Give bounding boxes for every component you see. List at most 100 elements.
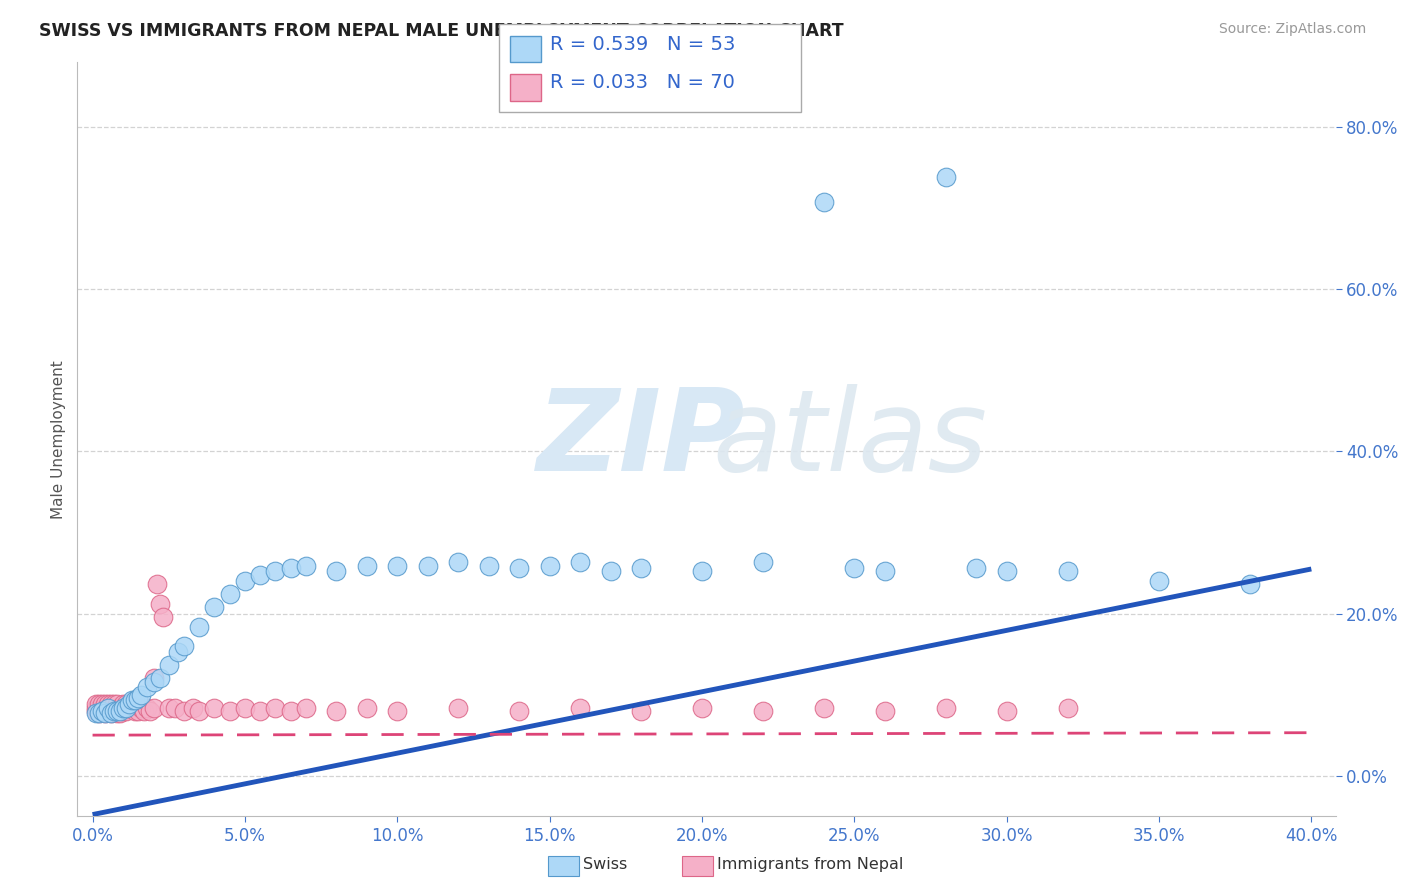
- Point: [630, 728, 652, 742]
- Point: [127, 720, 149, 734]
- Point: [690, 640, 713, 655]
- Point: [105, 728, 128, 742]
- Point: [90, 724, 112, 739]
- Point: [90, 728, 112, 742]
- Point: [1147, 647, 1170, 661]
- Point: [97, 726, 120, 740]
- Point: [295, 726, 318, 740]
- Point: [127, 728, 149, 742]
- Point: [112, 724, 135, 739]
- Point: [90, 728, 112, 742]
- Point: [264, 640, 287, 655]
- Point: [538, 637, 561, 651]
- Point: [97, 724, 120, 739]
- Point: [90, 726, 112, 740]
- Point: [965, 639, 987, 653]
- Point: [131, 726, 153, 740]
- Point: [105, 724, 128, 739]
- Point: [124, 722, 146, 736]
- Point: [97, 726, 120, 740]
- Point: [356, 726, 378, 740]
- Point: [108, 728, 131, 742]
- Point: [139, 728, 162, 742]
- Point: [142, 707, 165, 722]
- Point: [995, 728, 1018, 742]
- Point: [157, 726, 180, 740]
- Point: [94, 724, 117, 739]
- Point: [1239, 648, 1261, 663]
- Point: [87, 726, 110, 740]
- Point: [813, 410, 835, 425]
- Point: [478, 637, 501, 651]
- Point: [108, 730, 131, 744]
- Point: [112, 726, 135, 740]
- Point: [569, 726, 592, 740]
- Point: [752, 635, 775, 649]
- Point: [218, 655, 240, 669]
- Point: [387, 728, 409, 742]
- Point: [152, 670, 174, 684]
- Text: R = 0.539   N = 53: R = 0.539 N = 53: [550, 35, 735, 54]
- Point: [873, 640, 896, 655]
- Point: [690, 726, 713, 740]
- Point: [188, 675, 211, 690]
- Point: [508, 728, 530, 742]
- Point: [149, 662, 172, 676]
- Point: [87, 730, 110, 744]
- Point: [935, 726, 957, 740]
- Point: [935, 394, 957, 409]
- Point: [233, 647, 256, 661]
- Point: [167, 691, 190, 706]
- Point: [295, 637, 318, 651]
- Point: [118, 724, 141, 739]
- Point: [249, 643, 271, 657]
- Point: [142, 726, 165, 740]
- Point: [844, 639, 866, 653]
- Point: [142, 710, 165, 724]
- Point: [84, 724, 107, 739]
- Point: [145, 648, 167, 663]
- Point: [752, 728, 775, 742]
- Point: [249, 728, 271, 742]
- Point: [87, 724, 110, 739]
- Point: [569, 635, 592, 649]
- Point: [97, 728, 120, 742]
- Point: [103, 726, 125, 740]
- Point: [115, 724, 138, 739]
- Point: [149, 707, 172, 722]
- Point: [115, 728, 138, 742]
- Point: [100, 730, 122, 744]
- Point: [387, 637, 409, 651]
- Point: [218, 728, 240, 742]
- Point: [904, 254, 927, 268]
- Point: [873, 728, 896, 742]
- Point: [84, 726, 107, 740]
- Point: [233, 726, 256, 740]
- Text: Source: ZipAtlas.com: Source: ZipAtlas.com: [1219, 22, 1367, 37]
- Point: [94, 730, 117, 744]
- Text: Immigrants from Nepal: Immigrants from Nepal: [717, 857, 904, 871]
- Point: [121, 726, 143, 740]
- Point: [325, 640, 347, 655]
- Point: [173, 728, 195, 742]
- Point: [100, 726, 122, 740]
- Point: [447, 726, 470, 740]
- Point: [447, 635, 470, 649]
- Point: [108, 726, 131, 740]
- Text: Swiss: Swiss: [583, 857, 627, 871]
- Point: [131, 718, 153, 732]
- Point: [157, 699, 180, 714]
- Point: [136, 726, 159, 740]
- Point: [118, 726, 141, 740]
- Point: [121, 722, 143, 736]
- Point: [94, 730, 117, 744]
- Point: [813, 726, 835, 740]
- Point: [124, 728, 146, 742]
- Point: [94, 726, 117, 740]
- Point: [188, 728, 211, 742]
- Point: [112, 728, 135, 742]
- Point: [87, 730, 110, 744]
- Point: [105, 730, 128, 744]
- Point: [416, 637, 439, 651]
- Point: [100, 730, 122, 744]
